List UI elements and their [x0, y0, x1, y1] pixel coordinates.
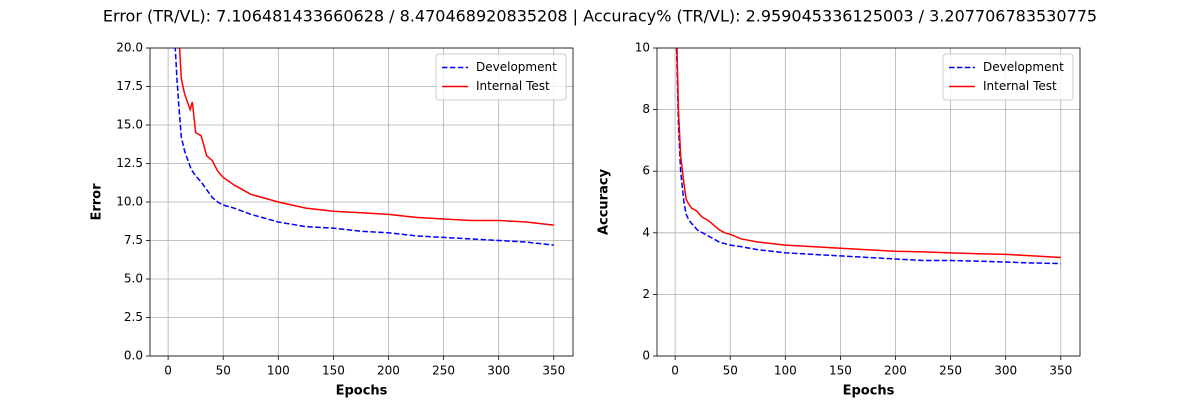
x-tick-label: 300 — [994, 364, 1017, 378]
y-tick-label: 12.5 — [116, 156, 143, 170]
axes-frame — [149, 47, 574, 357]
y-tick-label: 10.0 — [116, 195, 143, 209]
legend-label: Development — [983, 60, 1064, 74]
y-axis-label: Accuracy — [597, 168, 612, 235]
x-axis-label: Epochs — [336, 384, 388, 399]
data-line — [675, 48, 1061, 265]
x-tick-label: 200 — [377, 364, 400, 378]
y-tick-label: 6 — [642, 164, 650, 178]
subplot: 0 50 100 150 200 250 300 350 0.0 2.5 5.0 7.5 10.0 12.… — [90, 41, 574, 399]
y-tick-label: 0.0 — [124, 349, 143, 363]
x-tick-label: 150 — [322, 364, 345, 378]
x-tick-label: 0 — [164, 364, 172, 378]
x-tick-label: 350 — [542, 364, 565, 378]
data-line — [178, 48, 554, 226]
x-tick-label: 350 — [1049, 364, 1072, 378]
data-line — [676, 48, 1061, 259]
y-tick-label: 20.0 — [116, 41, 143, 55]
x-tick-label: 100 — [774, 364, 797, 378]
legend-box — [942, 53, 1074, 101]
y-tick-label: 5.0 — [124, 272, 143, 286]
y-tick-label: 10 — [635, 41, 650, 55]
y-tick-label: 8 — [642, 102, 650, 116]
legend: Development Internal Test — [942, 53, 1074, 101]
y-tick-label: 17.5 — [116, 79, 143, 93]
x-tick-label: 50 — [216, 364, 231, 378]
figure-title: Error (TR/VL): 7.106481433660628 / 8.470… — [103, 7, 1097, 26]
x-tick-label: 250 — [432, 364, 455, 378]
legend-label: Development — [476, 60, 557, 74]
x-axis-label: Epochs — [843, 384, 895, 399]
x-tick-label: 300 — [487, 364, 510, 378]
x-tick-label: 100 — [267, 364, 290, 378]
x-tick-label: 50 — [723, 364, 738, 378]
y-tick-label: 0 — [642, 349, 650, 363]
y-tick-label: 7.5 — [124, 233, 143, 247]
y-tick-label: 2 — [642, 287, 650, 301]
data-line — [174, 48, 554, 246]
x-tick-label: 150 — [829, 364, 852, 378]
legend-label: Internal Test — [983, 79, 1057, 93]
axes-frame — [656, 47, 1081, 357]
y-tick-label: 15.0 — [116, 118, 143, 132]
y-axis-label: Error — [90, 183, 105, 221]
x-tick-label: 200 — [884, 364, 907, 378]
legend-box — [435, 53, 567, 101]
legend-label: Internal Test — [476, 79, 550, 93]
subplot: 0 50 100 150 200 250 300 350 0 2 4 6 8 10 Epochs Accura… — [597, 41, 1081, 399]
x-tick-label: 0 — [671, 364, 679, 378]
legend: Development Internal Test — [435, 53, 567, 101]
y-tick-label: 4 — [642, 225, 650, 239]
x-tick-label: 250 — [939, 364, 962, 378]
y-tick-label: 2.5 — [124, 310, 143, 324]
